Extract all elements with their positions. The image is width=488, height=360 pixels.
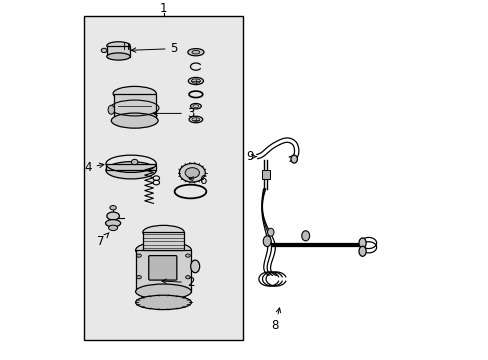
Ellipse shape	[189, 116, 203, 123]
Ellipse shape	[190, 260, 199, 273]
Ellipse shape	[142, 225, 184, 239]
Ellipse shape	[188, 77, 203, 85]
Ellipse shape	[185, 254, 190, 257]
Text: 7: 7	[97, 233, 109, 248]
Ellipse shape	[267, 228, 273, 236]
Bar	[136, 250, 191, 292]
Ellipse shape	[187, 49, 203, 56]
Ellipse shape	[108, 105, 114, 114]
Bar	[107, 46, 130, 57]
Text: 6: 6	[188, 174, 206, 186]
Ellipse shape	[137, 276, 141, 279]
Ellipse shape	[135, 295, 191, 310]
Ellipse shape	[106, 42, 130, 50]
Text: 1: 1	[160, 3, 167, 15]
FancyBboxPatch shape	[148, 256, 177, 280]
Bar	[114, 94, 155, 121]
Text: 3: 3	[153, 107, 194, 120]
Ellipse shape	[192, 118, 200, 121]
Text: 8: 8	[271, 308, 280, 332]
Ellipse shape	[110, 206, 116, 210]
Text: 5: 5	[131, 42, 178, 55]
Ellipse shape	[185, 168, 199, 178]
Bar	[261, 170, 269, 179]
Ellipse shape	[185, 276, 190, 279]
Ellipse shape	[358, 238, 366, 248]
Bar	[106, 164, 156, 170]
Ellipse shape	[111, 113, 158, 128]
Ellipse shape	[301, 231, 309, 241]
Ellipse shape	[131, 159, 138, 165]
Ellipse shape	[137, 254, 141, 257]
Ellipse shape	[191, 79, 200, 83]
Text: 9: 9	[245, 150, 256, 163]
Bar	[84, 16, 242, 340]
Ellipse shape	[135, 242, 191, 259]
Ellipse shape	[179, 163, 205, 182]
Ellipse shape	[290, 155, 297, 163]
Ellipse shape	[106, 53, 130, 60]
Text: 2: 2	[162, 276, 194, 289]
Ellipse shape	[106, 212, 119, 220]
Ellipse shape	[135, 284, 191, 299]
Bar	[142, 232, 183, 250]
Text: 4: 4	[84, 161, 103, 174]
Ellipse shape	[101, 48, 107, 53]
Ellipse shape	[105, 220, 121, 227]
Ellipse shape	[263, 236, 270, 247]
Ellipse shape	[190, 104, 201, 109]
Ellipse shape	[113, 86, 156, 101]
Ellipse shape	[192, 50, 200, 54]
Ellipse shape	[358, 246, 366, 256]
Ellipse shape	[106, 162, 156, 179]
Ellipse shape	[108, 225, 117, 230]
